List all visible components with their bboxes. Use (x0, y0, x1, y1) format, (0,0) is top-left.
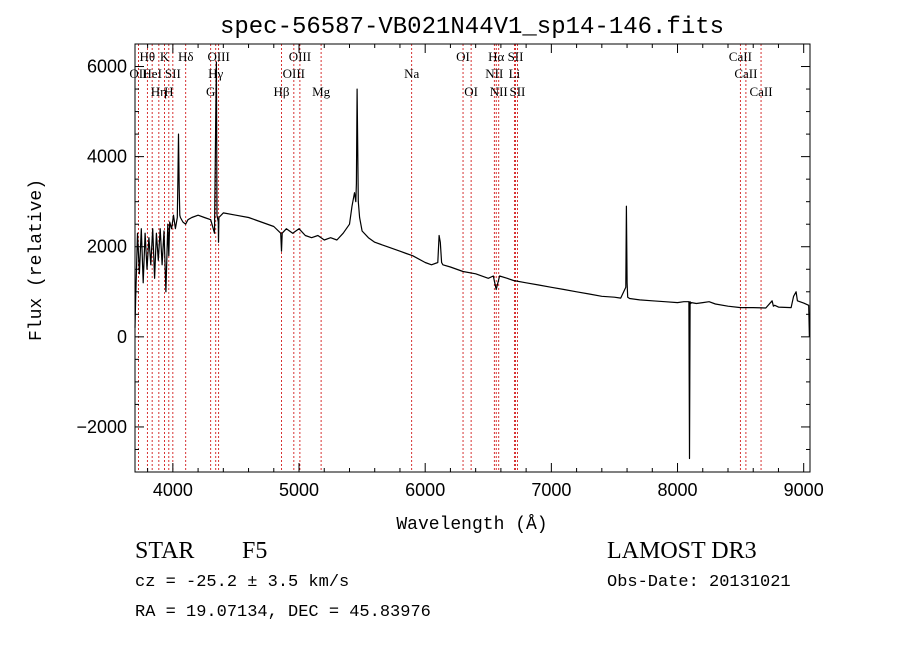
x-axis-label: Wavelength (Å) (396, 514, 547, 535)
y-tick-label: −2000 (76, 417, 127, 437)
x-axis-ticks: 4000 5000 6000 7000 8000 9000 (147, 44, 824, 500)
spectral-line-label: K (160, 49, 170, 64)
y-tick-label: 0 (117, 327, 127, 347)
coordinates: RA = 19.07134, DEC = 45.83976 (135, 603, 431, 622)
x-tick-label: 8000 (657, 480, 697, 500)
spectral-line-label: SII (165, 66, 181, 81)
x-tick-label: 6000 (405, 480, 445, 500)
x-tick-label: 9000 (784, 480, 824, 500)
spectral-line-label: Mg (312, 84, 331, 99)
spectral-line-label: Hβ (273, 84, 289, 99)
spectral-line-label: Hδ (178, 49, 194, 64)
spectral-line-label: OIII (207, 49, 229, 64)
survey-name: LAMOST DR3 (607, 538, 757, 564)
spectral-line-label: NII (485, 66, 503, 81)
spectral-line-label: CaII (734, 66, 757, 81)
observation-date: Obs-Date: 20131021 (607, 573, 791, 592)
spectral-line-label: OII (129, 66, 147, 81)
spectral-line-label: H (164, 84, 173, 99)
spectrum-series (134, 61, 810, 460)
x-tick-label: 5000 (279, 480, 319, 500)
spectral-line-label: OIII (289, 49, 311, 64)
spectral-line-markers (138, 44, 762, 472)
y-axis-ticks: −2000 0 2000 4000 6000 (76, 43, 810, 473)
y-axis-label: Flux (relative) (27, 179, 47, 341)
spectral-line-label: CaII (749, 84, 772, 99)
spectral-line-label: OI (456, 49, 470, 64)
y-tick-label: 2000 (87, 237, 127, 257)
x-tick-label: 4000 (153, 480, 193, 500)
y-tick-label: 6000 (87, 57, 127, 77)
spectral-line-label: CaII (729, 49, 752, 64)
spectral-line-label: Hη (151, 84, 167, 99)
object-subclass: F5 (242, 538, 268, 564)
spectral-line-labels: OIIHθHeIHηKHSIIHδGHγOIIIHβOIIIOIIIMgNaOI… (129, 49, 772, 99)
plot-frame (134, 43, 811, 473)
spectral-line-label: SII (508, 49, 524, 64)
spectral-line-label: OIII (283, 66, 305, 81)
spectral-line-label: G (206, 84, 215, 99)
object-class: STAR (135, 538, 195, 564)
redshift-value: cz = -25.2 ± 3.5 km/s (135, 573, 350, 592)
spectral-line-label: HeI (142, 66, 162, 81)
spectral-line-label: Li (509, 66, 521, 81)
spectral-line-label: Hθ (140, 49, 156, 64)
x-tick-label: 7000 (531, 480, 571, 500)
spectral-line-label: OI (464, 84, 478, 99)
spectrum-line (134, 61, 810, 460)
spectral-line-label: NII (490, 84, 508, 99)
chart-title: spec-56587-VB021N44V1_sp14-146.fits (220, 14, 724, 41)
spectral-line-label: Hα (488, 49, 504, 64)
spectral-line-label: Na (404, 66, 419, 81)
y-tick-label: 4000 (87, 147, 127, 167)
spectral-line-label: SII (509, 84, 525, 99)
